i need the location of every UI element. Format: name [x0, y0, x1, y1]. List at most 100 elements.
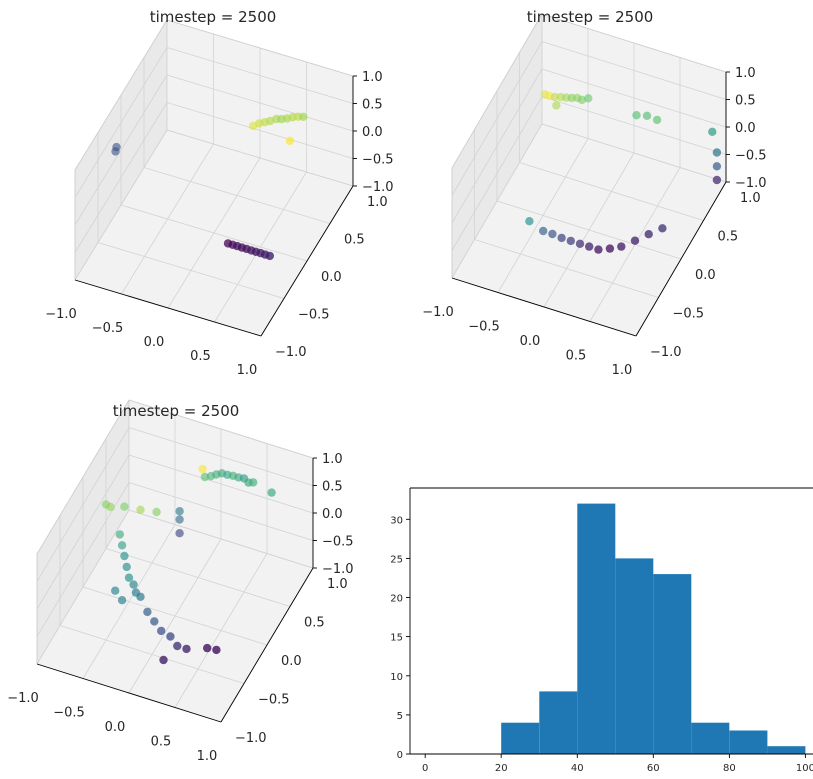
z-tick-label: 1.0 [362, 70, 383, 85]
scatter-point [117, 541, 127, 550]
x-tick-label: 0.5 [566, 349, 587, 364]
x-tick-label: 0 [422, 763, 428, 774]
grid-line [451, 68, 543, 224]
scatter-point [708, 127, 717, 136]
scatter-point [249, 478, 258, 487]
grid-line [143, 167, 331, 224]
grid-line [451, 41, 543, 196]
y-tick-label: 0.0 [281, 654, 302, 669]
x-axis-line [74, 279, 262, 337]
y-tick-label: 15 [390, 633, 403, 644]
grid-line [74, 74, 168, 226]
z-tick-label: 0.5 [362, 98, 383, 113]
y-axis-line [220, 567, 314, 723]
grid-line [74, 47, 168, 198]
scatter-point [136, 592, 145, 601]
scatter-point [212, 645, 221, 655]
histogram-bar [539, 691, 578, 754]
grid-line [128, 427, 314, 486]
x-tick-label: −1.0 [45, 307, 77, 322]
pane-edge [74, 19, 168, 171]
scatter-point [106, 502, 115, 512]
scatter-point [658, 224, 667, 233]
x-tick-label: 1.0 [197, 749, 218, 764]
z-tick-label: −1.0 [322, 562, 354, 577]
y-tick-label: 20 [390, 594, 403, 605]
scatter-point [198, 464, 207, 474]
x-tick-label: 20 [495, 763, 508, 774]
y-tick-label: −1.0 [275, 345, 307, 360]
scatter-point [152, 507, 161, 517]
pane-edge [36, 399, 130, 555]
scatter-point [632, 111, 641, 120]
grid-line [166, 47, 354, 104]
scatter-point [175, 529, 184, 538]
scatter-point [594, 245, 603, 254]
x-tick-label: −0.5 [92, 321, 124, 336]
scatter-point [111, 586, 120, 595]
scatter-point [117, 596, 127, 605]
scatter-point [265, 251, 274, 261]
grid-line [519, 162, 704, 221]
grid-line [36, 454, 130, 610]
x-tick-label: 80 [723, 763, 736, 774]
z-tick-label: 1.0 [735, 66, 756, 81]
scatter-point [175, 515, 184, 524]
histogram-bar [691, 722, 730, 754]
y-tick-label: 1.0 [740, 191, 761, 206]
histogram-bar [729, 730, 768, 754]
scatter-point [124, 573, 134, 582]
z-tick-label: 0.5 [322, 480, 343, 495]
histogram-bar [577, 503, 616, 754]
scatter-point [299, 112, 308, 122]
y-tick-label: 0.0 [321, 270, 342, 285]
scatter-point [182, 644, 191, 654]
z-tick-label: −1.0 [362, 180, 394, 195]
y-tick-label: 1.0 [367, 195, 388, 210]
scatter-point [159, 655, 168, 665]
z-tick-label: 0.5 [735, 94, 756, 109]
z-tick-label: −1.0 [735, 176, 767, 191]
y-tick-label: −0.5 [673, 307, 705, 322]
pane-edge [541, 13, 727, 73]
x-tick-label: 0.5 [151, 735, 172, 750]
grid-line [82, 586, 268, 646]
scatter-point [539, 226, 548, 236]
grid-line [166, 74, 354, 132]
scatter-point [136, 505, 145, 514]
y-axis-line [635, 181, 727, 337]
scatter-point [143, 607, 152, 617]
scatter-point [203, 643, 212, 653]
x-tick-label: −1.0 [7, 691, 39, 706]
histogram-bar [615, 558, 654, 754]
y-tick-label: 25 [390, 554, 403, 565]
x-axis-line [36, 663, 222, 723]
y-tick-label: 1.0 [327, 577, 348, 592]
y-tick-label: −0.5 [258, 693, 290, 708]
grid-line [166, 129, 354, 187]
scatter-point [652, 115, 662, 125]
grid-line [120, 204, 308, 262]
z-tick-label: −0.5 [322, 535, 354, 550]
scatter-point [166, 632, 175, 641]
scatter-point [120, 551, 129, 561]
scatter-point [550, 92, 560, 102]
grid-line [36, 427, 130, 582]
scatter-point [150, 617, 159, 626]
scatter-point [525, 217, 534, 226]
grid-line [214, 171, 307, 323]
z-tick-label: 0.0 [322, 507, 343, 522]
scatter-point [175, 507, 184, 516]
x-tick-label: 0.0 [520, 334, 541, 349]
chart-title: timestep = 2500 [527, 8, 654, 26]
x-axis-line [451, 277, 637, 337]
scatter-point [111, 147, 120, 156]
scatter3d-panel-2: −1.0 −1.0 −1.0 −0.5 −0.5 −0.5 0.0 0.0 0.0 0.5 0.5 0… [422, 8, 766, 378]
y-axis-line [260, 185, 354, 337]
scatter-point [584, 94, 593, 103]
scatter-point [577, 95, 587, 105]
grid-line [105, 548, 291, 607]
histogram-bar [501, 722, 540, 754]
scatter-point [120, 502, 129, 511]
z-tick-label: −0.5 [735, 149, 767, 164]
